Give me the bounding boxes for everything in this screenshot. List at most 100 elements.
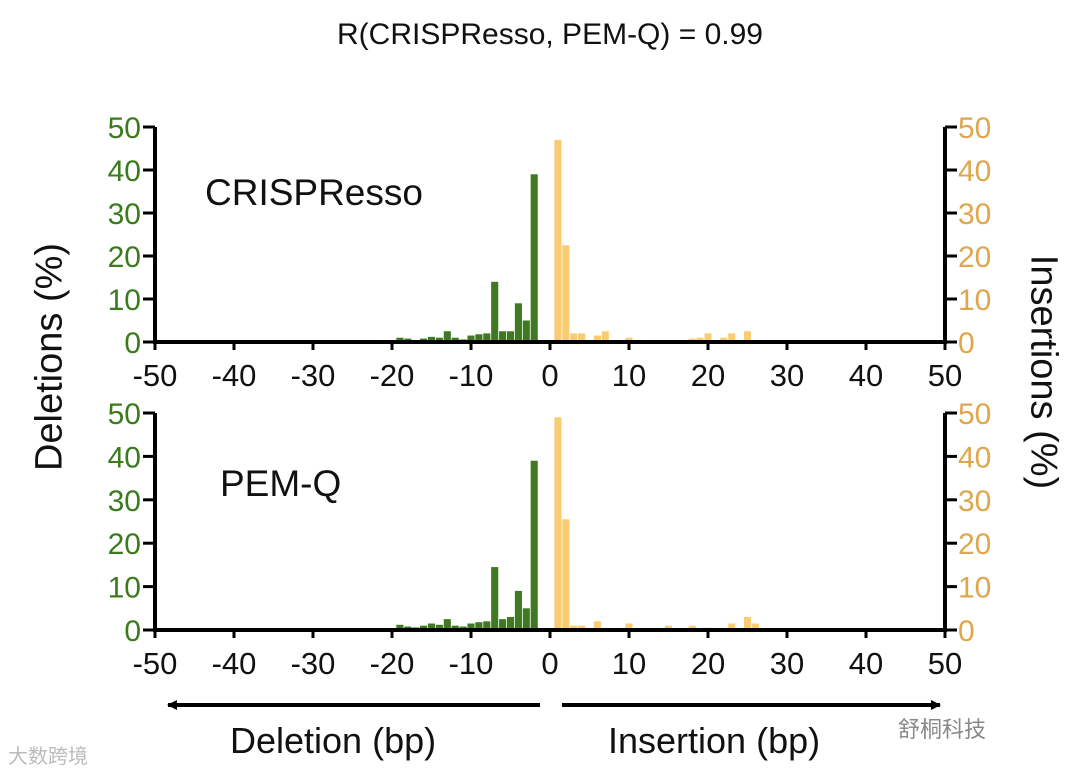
y-tick-label-left: 40 (108, 441, 141, 474)
y-tick-label-left: 20 (108, 241, 141, 274)
bar-deletion--13 (443, 619, 451, 630)
bar-deletion--3 (522, 608, 530, 630)
watermark-right: 舒桐科技 (898, 717, 987, 742)
bar-deletion--15 (427, 336, 436, 342)
y-tick-label-right: 0 (958, 615, 975, 648)
y-tick-label-left: 30 (108, 485, 141, 518)
y-tick-label-right: 40 (958, 155, 991, 188)
y-tick-label-left: 50 (108, 398, 141, 431)
bar-deletion--2 (530, 174, 538, 342)
chart-panel-0: 0 0 10 10 20 20 30 30 40 40 50 50 -50 -40 -30 -20 -10 0 10… (108, 112, 992, 393)
x-tick-label: -30 (291, 646, 336, 681)
x-tick-label: 30 (770, 358, 804, 393)
y-tick-label-right: 0 (958, 327, 975, 360)
x-tick-label: 10 (612, 646, 646, 681)
bar-insertion-23 (728, 333, 736, 342)
bar-deletion--6 (499, 619, 507, 630)
bar-insertion-2 (562, 245, 570, 342)
y-tick-label-left: 40 (108, 155, 141, 188)
bar-deletion--4 (514, 303, 522, 342)
x-tick-label: -10 (449, 646, 494, 681)
chart-panel-1: 0 0 10 10 20 20 30 30 40 40 50 50 -50 -40 -30 -20 -10 0 10… (108, 398, 992, 681)
bar-insertion-22 (720, 337, 728, 342)
bar-deletion--3 (522, 320, 530, 342)
bar-deletion--6 (499, 331, 507, 342)
bar-insertion-2 (562, 519, 570, 630)
bar-deletion--14 (435, 624, 443, 630)
bar-insertion-6 (593, 621, 601, 630)
insertion-direction-label: Insertion (bp) (608, 720, 821, 761)
bar-insertion-4 (578, 333, 586, 342)
bar-deletion--4 (514, 590, 522, 630)
bar-deletion--2 (530, 460, 538, 630)
y-axis-label-insertions: Insertions (%) (1022, 254, 1065, 490)
x-tick-label: -10 (449, 358, 494, 393)
chart-title: R(CRISPResso, PEM-Q) = 0.99 (337, 18, 763, 51)
bar-deletion--10 (467, 335, 475, 342)
x-tick-label: 0 (541, 646, 558, 681)
bar-insertion-3 (570, 333, 578, 342)
x-tick-label: -50 (133, 358, 178, 393)
y-tick-label-right: 30 (958, 485, 991, 518)
bar-deletion--9 (475, 334, 483, 342)
x-tick-label: 10 (612, 358, 646, 393)
x-tick-label: 50 (928, 358, 962, 393)
x-tick-label: 40 (849, 358, 883, 393)
bar-deletion--12 (451, 625, 459, 630)
bar-insertion-20 (704, 333, 712, 342)
x-tick-label: 20 (691, 358, 725, 393)
bar-insertion-25 (743, 331, 752, 342)
y-tick-label-right: 10 (958, 572, 991, 605)
bar-insertion-25 (743, 616, 752, 630)
bar-deletion--5 (506, 616, 515, 630)
bar-insertion-15 (664, 625, 673, 630)
x-tick-label: 30 (770, 646, 804, 681)
y-tick-label-left: 10 (108, 572, 141, 605)
bar-insertion-1 (554, 139, 562, 342)
bar-insertion-10 (625, 337, 633, 342)
bar-insertion-1 (554, 417, 562, 630)
bar-deletion--7 (491, 281, 499, 342)
y-tick-label-right: 20 (958, 241, 991, 274)
x-tick-label: 40 (849, 646, 883, 681)
bar-insertion-3 (570, 625, 578, 630)
deletion-direction-label: Deletion (bp) (230, 720, 437, 761)
x-tick-label: -40 (212, 646, 257, 681)
y-tick-label-left: 0 (124, 327, 141, 360)
bar-insertion-7 (601, 331, 609, 342)
x-tick-label: -30 (291, 358, 336, 393)
x-tick-label: -20 (370, 646, 415, 681)
y-tick-label-left: 10 (108, 284, 141, 317)
x-tick-label: -20 (370, 358, 415, 393)
y-tick-label-right: 50 (958, 112, 991, 145)
bar-insertion-19 (696, 337, 704, 342)
y-tick-label-left: 0 (124, 615, 141, 648)
bar-deletion--8 (483, 621, 491, 630)
y-axis-label-deletions: Deletions (%) (28, 242, 71, 472)
y-tick-label-left: 20 (108, 528, 141, 561)
x-tick-label: -40 (212, 358, 257, 393)
bar-insertion-4 (578, 625, 586, 630)
panel-label-pemq: PEM-Q (220, 463, 342, 504)
bar-deletion--7 (491, 567, 499, 630)
x-tick-label: -50 (133, 646, 178, 681)
y-tick-label-right: 30 (958, 198, 991, 231)
bar-deletion--14 (435, 337, 443, 342)
y-tick-label-right: 10 (958, 284, 991, 317)
bar-insertion-23 (728, 623, 736, 630)
x-tick-label: 50 (928, 646, 962, 681)
bar-deletion--13 (443, 331, 451, 342)
y-tick-label-left: 50 (108, 112, 141, 145)
bar-deletion--8 (483, 333, 491, 342)
x-tick-label: 0 (541, 358, 558, 393)
bar-deletion--15 (427, 623, 436, 630)
y-tick-label-right: 40 (958, 441, 991, 474)
bar-deletion--19 (396, 624, 404, 630)
bar-deletion--12 (451, 337, 459, 342)
y-tick-label-left: 30 (108, 198, 141, 231)
x-tick-label: 20 (691, 646, 725, 681)
bar-insertion-6 (593, 335, 601, 342)
bar-insertion-26 (751, 623, 759, 630)
watermark-left: 大数跨境 (8, 746, 88, 768)
